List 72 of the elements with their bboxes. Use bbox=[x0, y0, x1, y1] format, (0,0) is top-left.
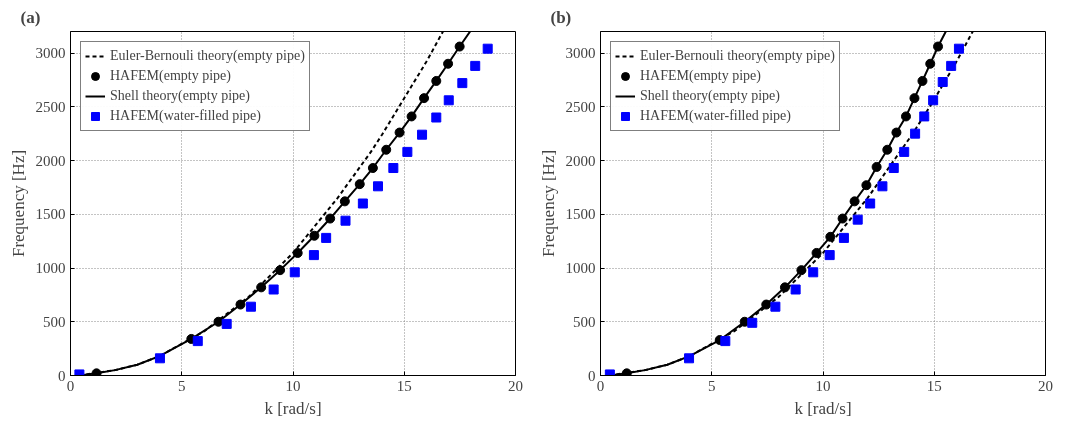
point bbox=[937, 77, 948, 88]
point bbox=[268, 284, 279, 295]
point bbox=[443, 95, 454, 106]
legend-label: Euler-Bernouli theory(empty pipe) bbox=[640, 47, 835, 65]
point bbox=[402, 146, 413, 157]
point bbox=[865, 198, 876, 209]
point bbox=[321, 232, 332, 243]
point bbox=[154, 353, 165, 364]
point bbox=[340, 215, 351, 226]
point bbox=[770, 301, 781, 312]
x-tick-label: 5 bbox=[708, 377, 716, 394]
y-tick-label: 1500 bbox=[35, 206, 66, 223]
point bbox=[289, 267, 300, 278]
x-tick-label: 20 bbox=[1038, 377, 1053, 394]
legend-label: HAFEM(water-filled pipe) bbox=[110, 107, 261, 125]
y-tick-label: 2000 bbox=[35, 152, 66, 169]
point bbox=[838, 232, 849, 243]
y-tick-label: 500 bbox=[573, 313, 596, 330]
point bbox=[946, 60, 957, 71]
point bbox=[482, 43, 493, 54]
point bbox=[192, 336, 203, 347]
y-tick-label: 1000 bbox=[565, 260, 596, 276]
point bbox=[357, 198, 368, 209]
point bbox=[808, 267, 819, 278]
point bbox=[457, 78, 468, 89]
y-tick-label: 1500 bbox=[565, 206, 596, 223]
point bbox=[417, 129, 428, 140]
legend-label: Euler-Bernouli theory(empty pipe) bbox=[110, 47, 305, 65]
point bbox=[928, 95, 939, 106]
point bbox=[684, 353, 695, 364]
y-tick-label: 3000 bbox=[35, 45, 66, 61]
y-tick-label: 2000 bbox=[565, 152, 596, 169]
point bbox=[919, 111, 930, 122]
point bbox=[372, 181, 383, 192]
y-axis-title: Frequency [Hz] bbox=[8, 149, 28, 258]
x-tick-label: 20 bbox=[508, 377, 523, 394]
chart-title: (a) bbox=[20, 7, 41, 27]
point bbox=[824, 250, 835, 261]
point bbox=[388, 163, 399, 174]
y-tick-label: 2500 bbox=[35, 98, 66, 115]
point bbox=[431, 112, 442, 123]
point bbox=[221, 318, 232, 329]
point bbox=[308, 250, 319, 261]
legend-label: HAFEM(empty pipe) bbox=[640, 67, 761, 85]
x-axis-title: k [rad/s] bbox=[264, 398, 322, 418]
point bbox=[720, 336, 731, 347]
point bbox=[888, 163, 899, 174]
x-tick-label: 10 bbox=[285, 377, 301, 394]
y-axis-title: Frequency [Hz] bbox=[538, 149, 558, 258]
point bbox=[852, 214, 863, 225]
y-tick-label: 1000 bbox=[35, 260, 66, 276]
x-tick-label: 15 bbox=[926, 377, 942, 394]
point bbox=[245, 301, 256, 312]
point bbox=[747, 317, 758, 328]
point bbox=[877, 181, 888, 192]
legend-label: HAFEM(empty pipe) bbox=[110, 67, 231, 85]
x-axis-title: k [rad/s] bbox=[794, 398, 852, 418]
y-tick-label: 2500 bbox=[565, 98, 596, 115]
chart-title: (b) bbox=[550, 7, 572, 27]
point bbox=[910, 128, 921, 139]
point bbox=[953, 43, 964, 54]
x-tick-label: 5 bbox=[178, 377, 186, 394]
y-tick-label: 500 bbox=[43, 313, 66, 330]
legend-label: Shell theory(empty pipe) bbox=[110, 87, 250, 105]
y-tick-label: 3000 bbox=[565, 45, 596, 61]
point bbox=[790, 284, 801, 295]
x-tick-label: 10 bbox=[815, 377, 831, 394]
legend-label: Shell theory(empty pipe) bbox=[640, 87, 780, 105]
point bbox=[470, 60, 481, 71]
x-tick-label: 15 bbox=[396, 377, 412, 394]
point bbox=[899, 146, 910, 157]
legend-label: HAFEM(water-filled pipe) bbox=[640, 107, 791, 125]
